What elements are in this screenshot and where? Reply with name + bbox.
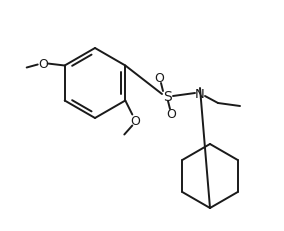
Text: O: O bbox=[130, 115, 140, 128]
Text: O: O bbox=[166, 108, 176, 121]
Text: S: S bbox=[163, 90, 171, 103]
Text: O: O bbox=[38, 58, 48, 71]
Text: N: N bbox=[195, 87, 205, 100]
Text: O: O bbox=[154, 72, 164, 85]
